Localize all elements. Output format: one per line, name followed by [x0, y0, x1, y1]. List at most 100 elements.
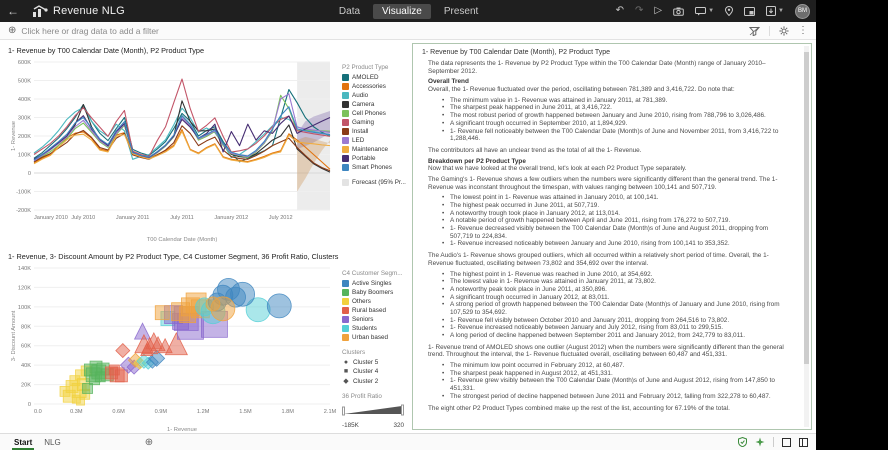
- layout-single-icon[interactable]: [782, 437, 791, 447]
- scatter-point[interactable]: [94, 371, 106, 383]
- back-button[interactable]: ←: [7, 4, 19, 18]
- scatter-point[interactable]: [205, 296, 221, 312]
- legend-item-Portable[interactable]: Portable: [342, 155, 410, 162]
- pip-window-icon[interactable]: [744, 6, 756, 16]
- size-legend[interactable]: [342, 403, 410, 421]
- legend-chip: [342, 179, 349, 186]
- legend-item-Rural based[interactable]: Rural based: [342, 307, 410, 314]
- bullet-text: 1- Revenue increased noticeably between …: [450, 324, 724, 332]
- scatter-point[interactable]: [266, 293, 292, 319]
- legend-item-forecast[interactable]: Forecast (95% Pr...: [342, 179, 410, 186]
- legend-item-Cluster 4[interactable]: ■ Cluster 4: [342, 368, 410, 375]
- legend-item-Cell Phones[interactable]: Cell Phones: [342, 110, 410, 117]
- legend-item-Cluster 2[interactable]: ◆ Cluster 2: [342, 377, 410, 386]
- page-tab-nlg[interactable]: NLG: [44, 437, 61, 447]
- legend-item-Others[interactable]: Others: [342, 298, 410, 305]
- undo-icon[interactable]: ↶: [615, 5, 624, 16]
- series-line-Smart Phones[interactable]: [33, 106, 331, 161]
- more-menu-icon[interactable]: ⋮: [798, 25, 808, 36]
- legend-item-Baby Boomers[interactable]: Baby Boomers: [342, 289, 410, 296]
- scatter-chart[interactable]: 0 20K 40K 60K 80K 100K 120K 140K 0.0 0.3M 0.6M 0.9M…: [8, 262, 338, 433]
- camera-icon[interactable]: [673, 7, 684, 16]
- shield-icon[interactable]: [738, 437, 747, 447]
- divider: [773, 437, 774, 447]
- user-avatar[interactable]: BM: [795, 3, 810, 19]
- series-line-Install[interactable]: [33, 125, 331, 172]
- forecast-band: [297, 136, 330, 192]
- nlg-bullet: • A noteworthy trough took place in Janua…: [428, 210, 791, 218]
- filter-panel-icon[interactable]: [749, 26, 760, 36]
- settings-gear-icon[interactable]: [779, 25, 789, 36]
- series-line-Maintenance[interactable]: [33, 130, 331, 165]
- tab-visualize[interactable]: Visualize: [373, 3, 431, 19]
- scatter-point[interactable]: [154, 305, 170, 321]
- bullet-text: 1- Revenue decreased visibly between the…: [450, 225, 769, 240]
- scatter-chart-card[interactable]: 1- Revenue, 3- Discount Amount by P2 Pro…: [8, 252, 410, 433]
- y-tick-label: 0: [28, 402, 31, 408]
- x-tick-label: 1.2M: [197, 409, 210, 415]
- scatter-chart-svg[interactable]: 0 20K 40K 60K 80K 100K 120K 140K 0.0 0.3M 0.6M 0.9M…: [8, 262, 338, 433]
- scatter-point[interactable]: [108, 364, 120, 376]
- legend-label: Accessories: [352, 83, 386, 90]
- charts-column: 1- Revenue by T00 Calendar Date (Month),…: [0, 40, 410, 433]
- scatter-point[interactable]: [145, 355, 159, 369]
- nlg-bullet: • The highest point in 1- Revenue was rea…: [428, 271, 791, 279]
- legend-item-Students[interactable]: Students: [342, 325, 410, 332]
- legend-label: Urban based: [352, 334, 389, 341]
- redo-icon[interactable]: ↷: [635, 5, 644, 16]
- location-pin-icon[interactable]: [725, 6, 734, 16]
- sparkle-icon[interactable]: [755, 437, 765, 447]
- nlg-scrollbar[interactable]: [804, 46, 809, 427]
- legend-item-Accessories[interactable]: Accessories: [342, 83, 410, 90]
- scatter-point[interactable]: [179, 306, 197, 324]
- bullet-dot: •: [442, 332, 445, 339]
- add-page-icon[interactable]: ⊕: [144, 436, 154, 448]
- export-icon[interactable]: ▼: [766, 6, 784, 16]
- series-line-Portable[interactable]: [33, 115, 331, 160]
- bullet-dot: •: [442, 377, 445, 385]
- nlg-panel[interactable]: 1- Revenue by T00 Calendar Date (Month),…: [412, 43, 812, 430]
- legend-chip: [342, 110, 349, 117]
- filter-placeholder[interactable]: Click here or drag data to add a filter: [21, 25, 159, 36]
- add-filter-icon[interactable]: ⊕: [8, 25, 17, 36]
- y-tick-label: 20K: [21, 383, 31, 389]
- legend-item-Gaming[interactable]: Gaming: [342, 119, 410, 126]
- series-line-Camera[interactable]: [33, 100, 331, 173]
- legend-item-Install[interactable]: Install: [342, 128, 410, 135]
- legend-item-Smart Phones[interactable]: Smart Phones: [342, 164, 410, 171]
- page-tab-start[interactable]: Start: [8, 434, 38, 450]
- comment-icon[interactable]: ▼: [695, 6, 714, 16]
- series-line-Accessories[interactable]: [33, 128, 331, 170]
- x-tick-label: 0.6M: [112, 409, 125, 415]
- line-chart-svg[interactable]: 600K500K400K300K200K100K0-100K-200KJanua…: [8, 56, 338, 244]
- legend-item-LED[interactable]: LED: [342, 137, 410, 144]
- scatter-point[interactable]: [140, 342, 154, 356]
- tab-present[interactable]: Present: [443, 5, 479, 17]
- legend-item-Active Singles[interactable]: Active Singles: [342, 280, 410, 287]
- tab-data[interactable]: Data: [338, 5, 361, 17]
- legend-item-Audio[interactable]: Audio: [342, 92, 410, 99]
- toolbar-icons: ↶ ↷ ▷ ▼ ▼ BM: [615, 3, 816, 19]
- y-tick-label: 40K: [21, 363, 31, 369]
- play-icon[interactable]: ▷: [654, 5, 663, 16]
- bullet-text: The lowest point in 1- Revenue was attai…: [450, 194, 659, 202]
- scatter-point[interactable]: [164, 331, 189, 356]
- series-line-LED[interactable]: [33, 93, 331, 162]
- nlg-scrollbar-thumb[interactable]: [804, 52, 809, 365]
- legend-item-Seniors[interactable]: Seniors: [342, 316, 410, 323]
- legend-item-Urban based[interactable]: Urban based: [342, 334, 410, 341]
- series-line-Gaming[interactable]: [33, 78, 331, 157]
- legend-item-Maintenance[interactable]: Maintenance: [342, 146, 410, 153]
- line-chart-card[interactable]: 1- Revenue by T00 Calendar Date (Month),…: [8, 46, 410, 249]
- line-chart[interactable]: 600K 500K 400K 300K 200K 100K 0 -100K -200K Janua…: [8, 56, 338, 249]
- legend-item-AMOLED[interactable]: AMOLED: [342, 74, 410, 81]
- layout-split-icon[interactable]: [799, 437, 808, 447]
- legend-item-Cluster 5[interactable]: ● Cluster 5: [342, 359, 410, 366]
- bullet-text: The sharpest peak happened in June 2011,…: [450, 104, 612, 112]
- scatter-point[interactable]: [115, 343, 131, 359]
- legend-item-Camera[interactable]: Camera: [342, 101, 410, 108]
- scatter-point[interactable]: [82, 383, 93, 394]
- nlg-bullet: • The minimum value in 1- Revenue was att…: [428, 97, 791, 105]
- bullet-text: The most robust period of growth happene…: [450, 112, 766, 120]
- scatter-point[interactable]: [230, 281, 256, 307]
